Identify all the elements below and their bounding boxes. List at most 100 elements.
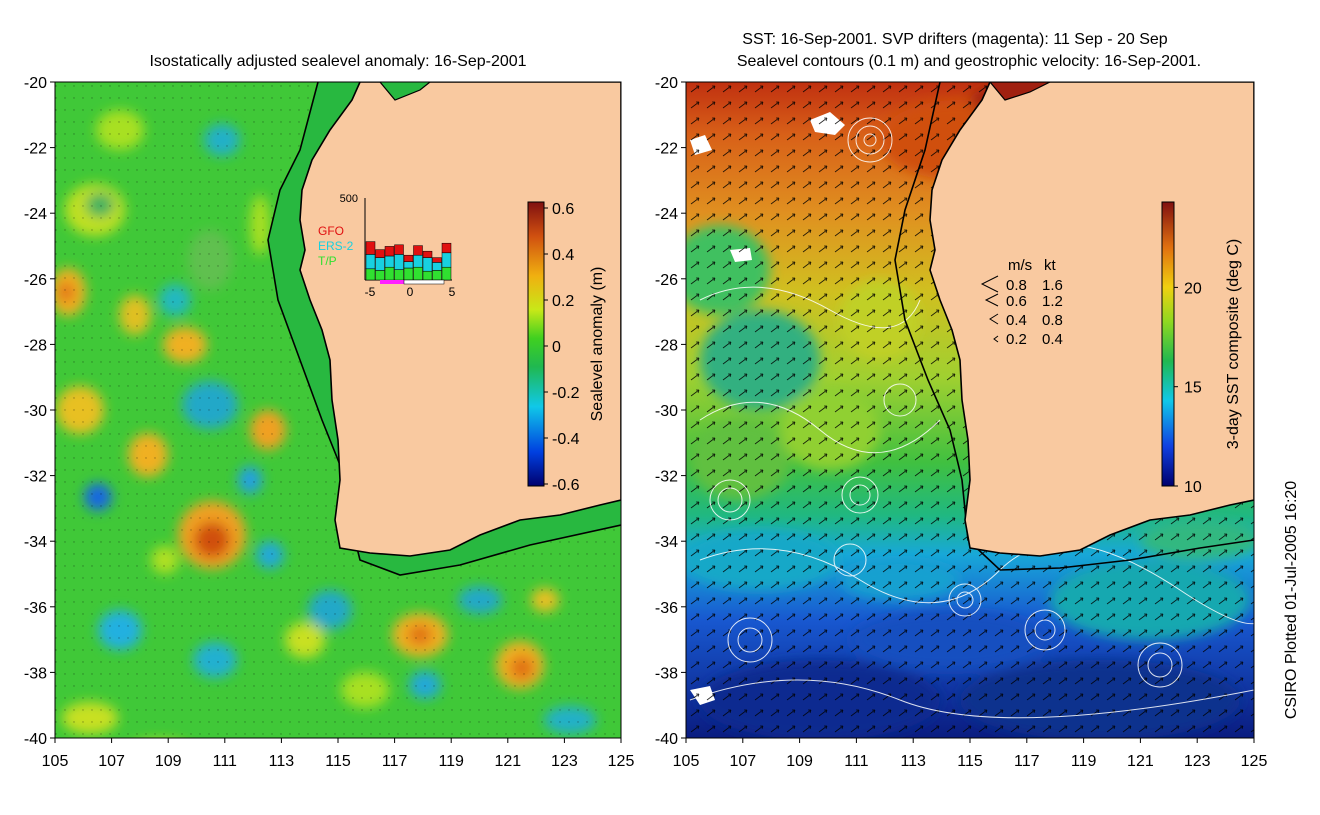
y-tick-label: -34 (655, 534, 678, 551)
velocity-legend-ms: 0.6 (1006, 293, 1027, 310)
y-tick-label: -32 (655, 469, 678, 486)
x-tick-label: 107 (729, 753, 756, 770)
right-panel-title-line1: SST: 16-Sep-2001. SVP drifters (magenta)… (742, 31, 1168, 48)
y-tick-label: -38 (655, 665, 678, 682)
sampling-histogram-inset: 500 -5 0 5 GFO ERS-2 T/P (318, 193, 456, 299)
y-tick-label: -36 (24, 600, 47, 617)
y-tick-label: -22 (655, 141, 678, 158)
velocity-legend-ms: 0.8 (1006, 277, 1027, 294)
x-tick-label: 115 (957, 753, 983, 770)
sla-colorbar-tick-label: -0.4 (552, 431, 580, 448)
y-tick-label: -26 (24, 272, 47, 289)
y-tick-label: -20 (24, 75, 47, 92)
x-tick-label: 111 (213, 753, 237, 770)
sst-colorbar-tick-label: 15 (1184, 380, 1202, 397)
x-tick-label: 119 (438, 753, 464, 770)
sla-map (55, 82, 621, 738)
inset-bar-gfo (441, 242, 452, 254)
inset-bar-tp (394, 269, 404, 281)
velocity-legend-ms: 0.2 (1006, 331, 1027, 348)
inset-bar-tp (375, 270, 385, 281)
y-tick-label: -36 (655, 600, 678, 617)
y-tick-label: -28 (24, 337, 47, 354)
x-tick-label: 109 (786, 753, 813, 770)
y-tick-label: -28 (655, 337, 678, 354)
inset-x-tick: -5 (365, 285, 376, 299)
x-tick-label: 123 (1184, 753, 1211, 770)
velocity-legend: m/s kt 0.8 1.6 0.6 1.2 0.4 0.8 0.2 0.4 (980, 257, 1063, 348)
legend-gfo: GFO (318, 224, 344, 238)
x-tick-label: 125 (608, 753, 635, 770)
y-tick-label: -34 (24, 534, 47, 551)
sla-colorbar: 0.6 0.4 0.2 0 -0.2 -0.4 -0.6 Sealevel anomaly … (527, 201, 606, 494)
x-tick-label: 107 (98, 753, 125, 770)
velocity-legend-header-ms: m/s (1008, 257, 1032, 274)
inset-bar-ers (432, 262, 442, 271)
y-tick-label: -30 (24, 403, 47, 420)
inset-bar-gfo (375, 249, 385, 258)
inset-y-max-label: 500 (340, 193, 358, 205)
inset-bar-gfo (384, 246, 395, 257)
right-y-axis: -20 -22 -24 -26 -28 -30 -32 -34 -36 -38 -40 (655, 75, 686, 748)
right-x-axis: 105 107 109 111 113 115 117 119 121 123 125 (673, 738, 1268, 770)
sla-colorbar-tick-label: -0.6 (552, 477, 580, 494)
inset-bar-ers (441, 252, 452, 268)
x-tick-label: 119 (1071, 753, 1097, 770)
inset-bar-gfo (394, 244, 404, 255)
x-tick-label: 105 (673, 753, 700, 770)
sst-map (686, 82, 1254, 738)
x-tick-label: 121 (494, 753, 521, 770)
inset-bar-tp (365, 268, 376, 281)
x-tick-label: 105 (42, 753, 69, 770)
inset-bar-ers (403, 261, 414, 269)
sst-colorbar-label: 3-day SST composite (deg C) (1225, 239, 1242, 449)
y-tick-label: -38 (24, 665, 47, 682)
left-x-axis: 105 107 109 111 113 115 117 119 121 123 125 (42, 738, 635, 770)
velocity-arrow-06-icon (984, 293, 999, 307)
left-panel-title: Isostatically adjusted sealevel anomaly:… (149, 53, 526, 70)
inset-bar-ers (384, 255, 395, 268)
y-tick-label: -40 (655, 731, 678, 748)
velocity-legend-kt: 1.2 (1042, 293, 1063, 310)
sla-colorbar-tick-label: 0.2 (552, 293, 574, 310)
sla-colorbar-tick-label: 0.4 (552, 247, 574, 264)
sla-colorbar-tick-label: 0 (552, 339, 561, 356)
inset-bar-tp (422, 270, 433, 281)
inset-bar-tp (413, 266, 423, 281)
inset-bar-tp (432, 270, 442, 281)
inset-bar-tp (441, 266, 452, 281)
sla-colorbar-tick-label: 0.6 (552, 201, 574, 218)
velocity-legend-kt: 0.4 (1042, 331, 1063, 348)
inset-bar-gfo (403, 254, 414, 262)
inset-bar-gfo (422, 250, 433, 258)
inset-bar-tp (384, 266, 395, 281)
inset-x-tick: 5 (449, 285, 456, 299)
legend-tp: T/P (318, 254, 337, 268)
sst-colorbar: 20 15 10 3-day SST composite (deg C) (1161, 201, 1242, 496)
sst-colorbar-tick-label: 10 (1184, 479, 1202, 496)
inset-bar-ers (422, 257, 433, 272)
inset-bar-gfo (365, 241, 376, 255)
x-tick-label: 113 (900, 753, 926, 770)
velocity-legend-ms: 0.4 (1006, 312, 1027, 329)
sst-colorbar-tick-label: 20 (1184, 280, 1202, 297)
inset-bar-gfo (432, 257, 442, 263)
left-y-axis: -20 -22 -24 -26 -28 -30 -32 -34 -36 -38 -40 (24, 75, 55, 748)
inset-bar-ers (375, 257, 385, 271)
y-tick-label: -20 (655, 75, 678, 92)
right-panel-title-line2: Sealevel contours (0.1 m) and geostrophi… (737, 53, 1201, 70)
x-tick-label: 125 (1241, 753, 1268, 770)
y-tick-label: -22 (24, 141, 47, 158)
inset-bar-gfo (413, 245, 423, 256)
velocity-legend-kt: 0.8 (1042, 312, 1063, 329)
x-tick-label: 109 (155, 753, 182, 770)
x-tick-label: 113 (269, 753, 295, 770)
x-tick-label: 117 (382, 753, 408, 770)
y-tick-label: -26 (655, 272, 678, 289)
inset-bar-ers (394, 254, 404, 270)
x-tick-label: 115 (325, 753, 351, 770)
australia-landmass-right (929, 82, 1254, 557)
y-tick-label: -24 (24, 206, 47, 223)
velocity-legend-header-kt: kt (1044, 257, 1057, 274)
